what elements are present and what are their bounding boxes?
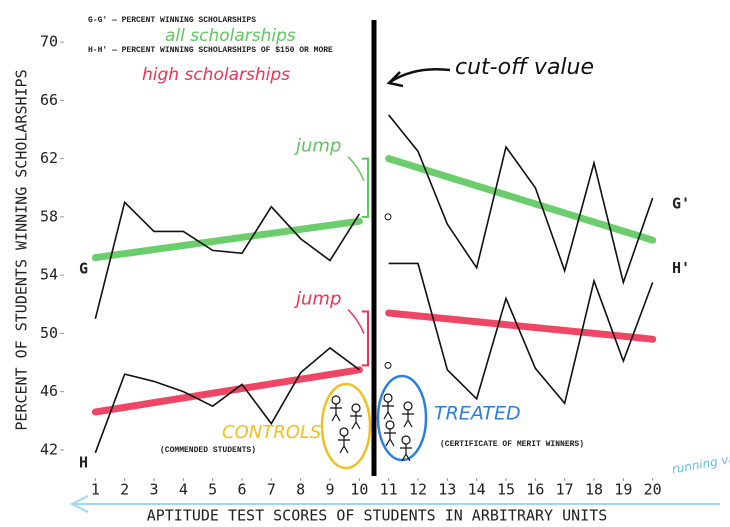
x-tick-label: 17 bbox=[556, 481, 574, 499]
arrow bbox=[347, 156, 365, 181]
y-tick-label: 66 bbox=[40, 91, 58, 109]
x-tick-label: 5 bbox=[208, 481, 217, 499]
jump-label: jump bbox=[293, 289, 341, 310]
x-tick-label: 10 bbox=[350, 481, 368, 499]
jump-bracket bbox=[362, 157, 369, 218]
note: running variable bbox=[671, 446, 730, 477]
series-label: H bbox=[79, 453, 88, 471]
x-tick-label: 13 bbox=[438, 481, 456, 499]
y-tick-label: 62 bbox=[40, 149, 58, 167]
x-axis-label: APTITUDE TEST SCORES OF STUDENTS IN ARBI… bbox=[147, 507, 608, 525]
series-line bbox=[388, 262, 654, 406]
jump-bracket bbox=[362, 310, 369, 367]
x-tick-label: 16 bbox=[526, 481, 544, 499]
jump-label: jump bbox=[293, 136, 341, 157]
legend-line: G-G' — PERCENT WINNING SCHOLARSHIPS bbox=[88, 16, 256, 25]
fit-line bbox=[385, 155, 657, 244]
x-tick-label: 9 bbox=[325, 481, 334, 499]
x-tick-label: 18 bbox=[585, 481, 603, 499]
open-point bbox=[384, 361, 392, 369]
arrow bbox=[347, 309, 365, 334]
series-line bbox=[94, 200, 361, 320]
x-tick-label: 7 bbox=[267, 481, 276, 499]
note: all scholarships bbox=[165, 26, 296, 46]
y-tick-label: 50 bbox=[40, 324, 58, 342]
y-tick-label: 58 bbox=[40, 207, 58, 225]
x-tick-label: 11 bbox=[380, 481, 398, 499]
y-tick-label: 70 bbox=[40, 33, 58, 51]
series-label: G bbox=[79, 259, 88, 277]
legend-line: H-H' — PERCENT WINNING SCHOLARSHIPS OF $… bbox=[88, 46, 333, 55]
series-line bbox=[388, 114, 654, 286]
x-tick-label: 4 bbox=[179, 481, 188, 499]
x-tick-label: 6 bbox=[237, 481, 246, 499]
x-tick-label: 19 bbox=[614, 481, 632, 499]
fit-line bbox=[91, 217, 363, 262]
x-tick-label: 12 bbox=[409, 481, 427, 499]
y-tick-label: 42 bbox=[40, 440, 58, 458]
arrow bbox=[69, 495, 720, 513]
group-outline bbox=[320, 382, 372, 470]
y-tick-label: 46 bbox=[40, 382, 58, 400]
note: (CERTIFICATE OF MERIT WINNERS) bbox=[440, 440, 584, 449]
fit-line bbox=[91, 366, 363, 416]
note: TREATED bbox=[434, 403, 521, 425]
note: CONTROLS bbox=[222, 422, 321, 443]
y-tick-label: 54 bbox=[40, 266, 58, 284]
y-axis-label: PERCENT OF STUDENTS WINNING SCHOLARSHIPS bbox=[13, 69, 31, 430]
series-label: H' bbox=[672, 259, 690, 277]
x-tick-label: 14 bbox=[468, 481, 486, 499]
x-tick-label: 15 bbox=[497, 481, 515, 499]
x-tick-label: 1 bbox=[91, 481, 100, 499]
note: cut-off value bbox=[455, 55, 594, 80]
arrow bbox=[386, 68, 451, 88]
x-tick-label: 20 bbox=[644, 481, 662, 499]
note: (COMMENDED STUDENTS) bbox=[160, 446, 256, 455]
x-tick-label: 3 bbox=[149, 481, 158, 499]
stick-figures bbox=[330, 393, 414, 462]
series-line bbox=[94, 346, 360, 454]
series-label: G' bbox=[672, 194, 690, 212]
open-point bbox=[384, 213, 392, 221]
note: high scholarships bbox=[142, 65, 290, 85]
x-tick-label: 2 bbox=[120, 481, 129, 499]
x-tick-label: 8 bbox=[296, 481, 305, 499]
